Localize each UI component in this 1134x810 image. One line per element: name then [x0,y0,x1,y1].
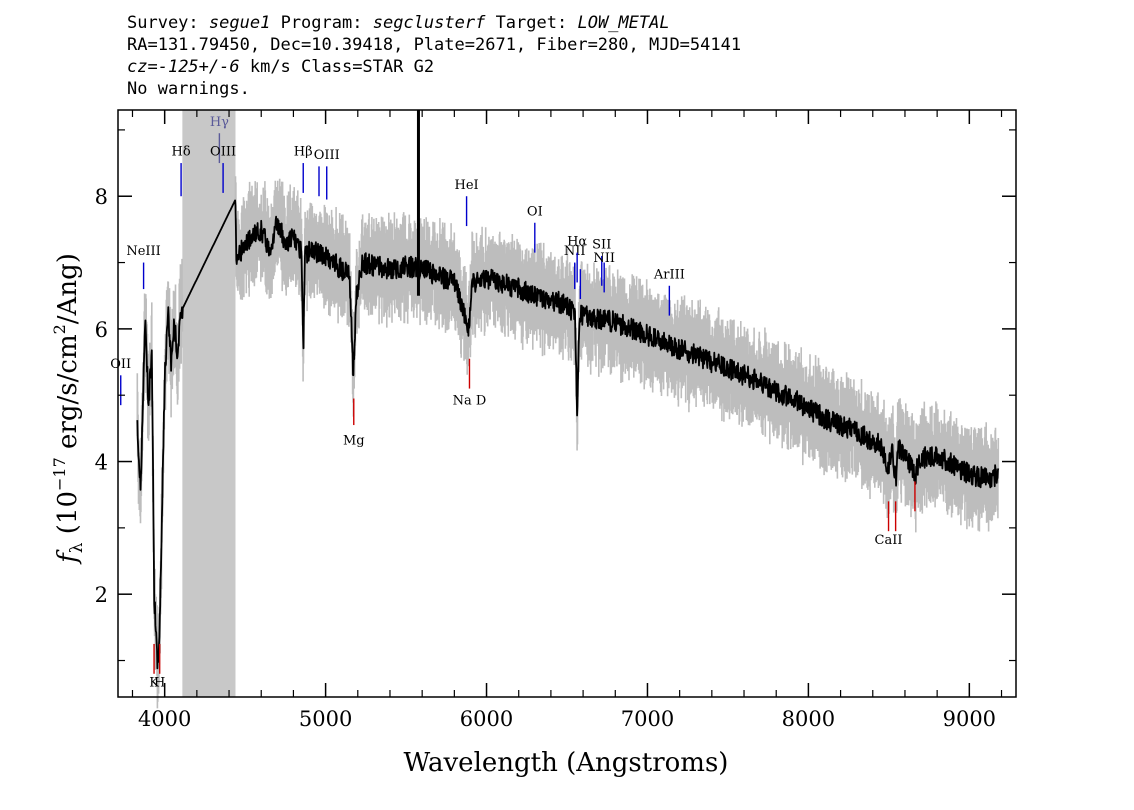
class-text: km/s Class=STAR G2 [239,57,435,77]
y-tick-label: 2 [95,583,108,607]
header-line-warnings: No warnings. [127,79,250,99]
x-tick-label: 8000 [782,707,835,731]
plot-frame [117,109,1017,698]
line-marker-label-oi: OI [527,204,543,219]
program-label: Program: [280,13,363,33]
y-axis-title: fλ (10−17 erg/s/cm2/Ang) [50,253,87,565]
y-axis-symbol-subscript: λ [67,542,87,553]
axes-layer: 4000 5000 6000 7000 8000 9000 2 4 6 8 [95,109,1017,731]
line-marker-label-ariii: ArIII [653,267,685,282]
line-marker-label-oiii: OIII [314,148,340,163]
line-marker-label-hei: HeI [454,178,478,193]
masked-region [182,110,236,697]
line-marker-label-nii: NII [564,244,586,259]
spectrum-header: Survey: segue1 Program: segclusterf Targ… [127,12,741,100]
flux-series-layer [136,199,1000,670]
survey-label: Survey: [127,13,199,33]
masked-region-layer [182,110,236,697]
y-axis-exponent-2: 2 [50,324,69,334]
y-axis-unit-c: /Ang) [53,253,83,324]
x-tick-label: 6000 [460,707,513,731]
header-line-redshift: cz=-125+/-6 km/s Class=STAR G2 [127,56,741,78]
y-axis-unit-b: erg/s/cm [53,334,83,457]
line-marker-label-h: H [154,675,165,690]
line-marker-label-oiii: OIII [210,145,236,160]
y-axis-exponent-1: −17 [50,457,69,491]
y-tick-label: 6 [95,318,108,342]
x-tick-label: 5000 [299,707,352,731]
x-axis-title: Wavelength (Angstroms) [404,748,729,778]
header-line-survey: Survey: segue1 Program: segclusterf Targ… [127,12,741,34]
line-marker-label-caii: CaII [875,533,903,548]
x-tick-label: 4000 [138,707,191,731]
target-value: LOW_METAL [577,13,670,33]
flux-series-line [136,199,1000,670]
line-marker-label-oii: OII [110,357,131,372]
line-marker-label-nii: NII [593,251,615,266]
y-tick-label: 4 [95,451,108,475]
program-value: segclusterf [372,13,486,33]
y-tick-label: 8 [95,185,108,209]
survey-value: segue1 [208,13,271,33]
line-marker-label-h: Hγ [210,115,229,130]
x-tick-label: 9000 [943,707,996,731]
line-marker-label-k: K [149,675,159,690]
x-tick-label: 7000 [621,707,674,731]
line-marker-label-nad: Na D [453,393,487,408]
line-marker-label-neiii: NeIII [126,244,160,259]
line-marker-label-mg: Mg [343,433,365,448]
header-line-coordinates: RA=131.79450, Dec=10.39418, Plate=2671, … [127,35,742,55]
line-marker-label-sii: SII [592,238,611,253]
axis-label-layer: Wavelength (Angstroms) fλ (10−17 erg/s/c… [50,253,728,778]
line-marker-label-h: Hβ [294,145,313,160]
target-label: Target: [495,13,568,33]
line-marker-label-h: Hα [567,234,587,249]
cz-value: -125+/-6 [157,57,240,77]
line-marker-label-h: Hδ [171,145,190,160]
cz-label: cz= [127,57,158,77]
y-axis-unit-a: (10 [53,491,83,543]
